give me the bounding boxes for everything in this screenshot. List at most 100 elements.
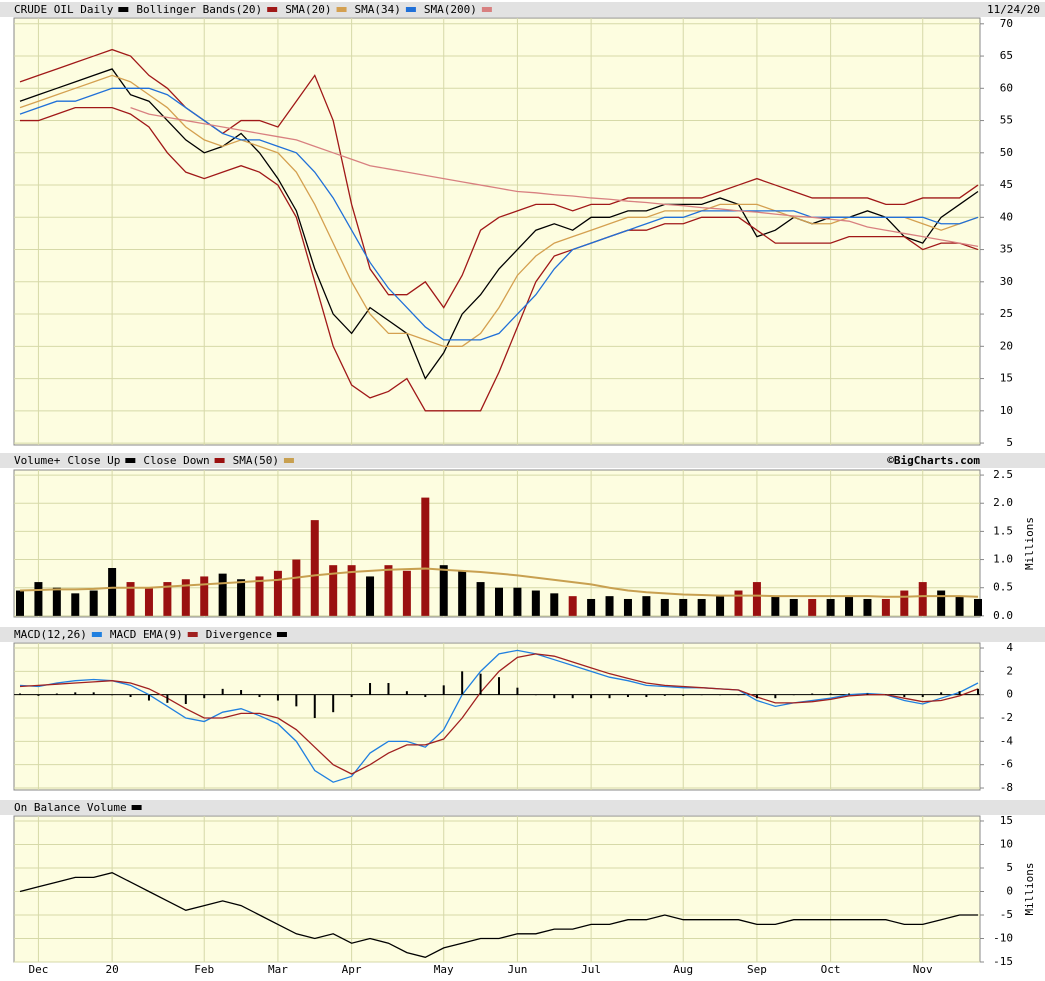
bar bbox=[218, 573, 227, 616]
bar bbox=[716, 596, 725, 616]
bar bbox=[329, 565, 338, 616]
bar bbox=[900, 590, 909, 616]
bar bbox=[752, 582, 761, 616]
y-tick-label: 2 bbox=[1006, 664, 1013, 677]
legend-swatch bbox=[481, 7, 492, 12]
bar bbox=[74, 692, 77, 695]
bar bbox=[402, 570, 411, 616]
bar bbox=[642, 596, 651, 616]
legend-label: SMA(50) bbox=[233, 454, 279, 467]
bar bbox=[789, 598, 798, 616]
bar bbox=[405, 691, 408, 695]
bar bbox=[534, 694, 537, 696]
bar bbox=[958, 691, 961, 695]
y-tick-label: 70 bbox=[1000, 17, 1013, 30]
bar bbox=[292, 559, 301, 616]
bar bbox=[977, 688, 979, 695]
x-tick-label: Mar bbox=[268, 963, 288, 976]
series-line bbox=[19, 567, 979, 598]
legend-swatch bbox=[283, 458, 294, 463]
y-tick-label: 15 bbox=[1000, 372, 1013, 385]
bar bbox=[442, 685, 445, 695]
bar bbox=[479, 673, 482, 695]
bar bbox=[495, 587, 503, 616]
plot-area bbox=[13, 17, 981, 446]
bar bbox=[476, 582, 485, 616]
legend-label: Close Down bbox=[143, 454, 209, 467]
panel-title: Volume+ bbox=[14, 454, 61, 467]
bar bbox=[605, 596, 614, 616]
legend-label: Bollinger Bands(20) bbox=[136, 3, 262, 16]
y-tick-label: 35 bbox=[1000, 243, 1013, 256]
bar bbox=[571, 694, 574, 699]
series-line bbox=[19, 68, 979, 380]
bar bbox=[808, 598, 817, 616]
bar bbox=[55, 693, 58, 695]
header-bar bbox=[0, 627, 1045, 642]
y-tick-label: 10 bbox=[1000, 837, 1013, 850]
x-tick-label: Dec bbox=[28, 963, 48, 976]
bar bbox=[366, 576, 375, 616]
bar bbox=[498, 677, 500, 695]
y-tick-label: -8 bbox=[1000, 781, 1013, 794]
bar bbox=[387, 683, 390, 695]
legend-swatch bbox=[267, 7, 278, 12]
x-tick-label: Aug bbox=[673, 963, 693, 976]
y-tick-label: 0.0 bbox=[993, 609, 1013, 622]
y-tick-label: 1.0 bbox=[993, 553, 1013, 566]
bar bbox=[774, 694, 777, 699]
y-tick-label: 65 bbox=[1000, 49, 1013, 62]
legend-label: SMA(20) bbox=[285, 3, 331, 16]
legend-label: On Balance Volume bbox=[14, 801, 127, 814]
legend-label: SMA(200) bbox=[424, 3, 477, 16]
bar bbox=[424, 694, 427, 698]
y-tick-label: 10 bbox=[1000, 404, 1013, 417]
bar bbox=[34, 582, 43, 616]
y-tick-label: 0.5 bbox=[993, 581, 1013, 594]
bar bbox=[52, 587, 61, 616]
header-bar bbox=[0, 453, 1045, 468]
bar bbox=[697, 598, 706, 616]
x-tick-label: May bbox=[434, 963, 454, 976]
bar bbox=[347, 565, 356, 616]
legend-swatch bbox=[214, 458, 225, 463]
y-axis-label: Millions bbox=[1023, 863, 1036, 916]
y-tick-label: 1.5 bbox=[993, 524, 1013, 537]
bar bbox=[89, 590, 98, 616]
y-tick-label: 45 bbox=[1000, 178, 1013, 191]
header-bar bbox=[0, 2, 1045, 17]
bar bbox=[626, 694, 629, 698]
legend-swatch bbox=[118, 7, 129, 12]
bar bbox=[623, 598, 632, 616]
bar bbox=[16, 590, 24, 616]
bar bbox=[829, 693, 832, 695]
y-tick-label: 20 bbox=[1000, 339, 1013, 352]
series-line bbox=[20, 107, 979, 412]
y-tick-label: 50 bbox=[1000, 146, 1013, 159]
bar bbox=[258, 694, 261, 698]
bar bbox=[863, 598, 872, 616]
bar bbox=[955, 596, 964, 616]
bar bbox=[421, 497, 430, 616]
bar bbox=[273, 570, 282, 616]
bar bbox=[516, 687, 519, 695]
bar bbox=[755, 694, 758, 699]
x-tick-label: Sep bbox=[747, 963, 767, 976]
bar bbox=[719, 694, 722, 696]
bar bbox=[679, 598, 688, 616]
bar bbox=[884, 694, 887, 696]
bar bbox=[974, 598, 982, 616]
y-tick-label: 0 bbox=[1006, 688, 1013, 701]
bar bbox=[144, 587, 153, 616]
bar bbox=[184, 694, 187, 705]
y-tick-label: 0 bbox=[1006, 884, 1013, 897]
bar bbox=[92, 692, 95, 695]
legend-swatch bbox=[276, 632, 287, 637]
bar bbox=[921, 694, 924, 698]
bar bbox=[792, 694, 795, 696]
bar bbox=[163, 582, 172, 616]
bar bbox=[129, 694, 132, 698]
y-tick-label: 5 bbox=[1006, 861, 1013, 874]
bar bbox=[350, 694, 353, 698]
y-tick-label: 60 bbox=[1000, 81, 1013, 94]
